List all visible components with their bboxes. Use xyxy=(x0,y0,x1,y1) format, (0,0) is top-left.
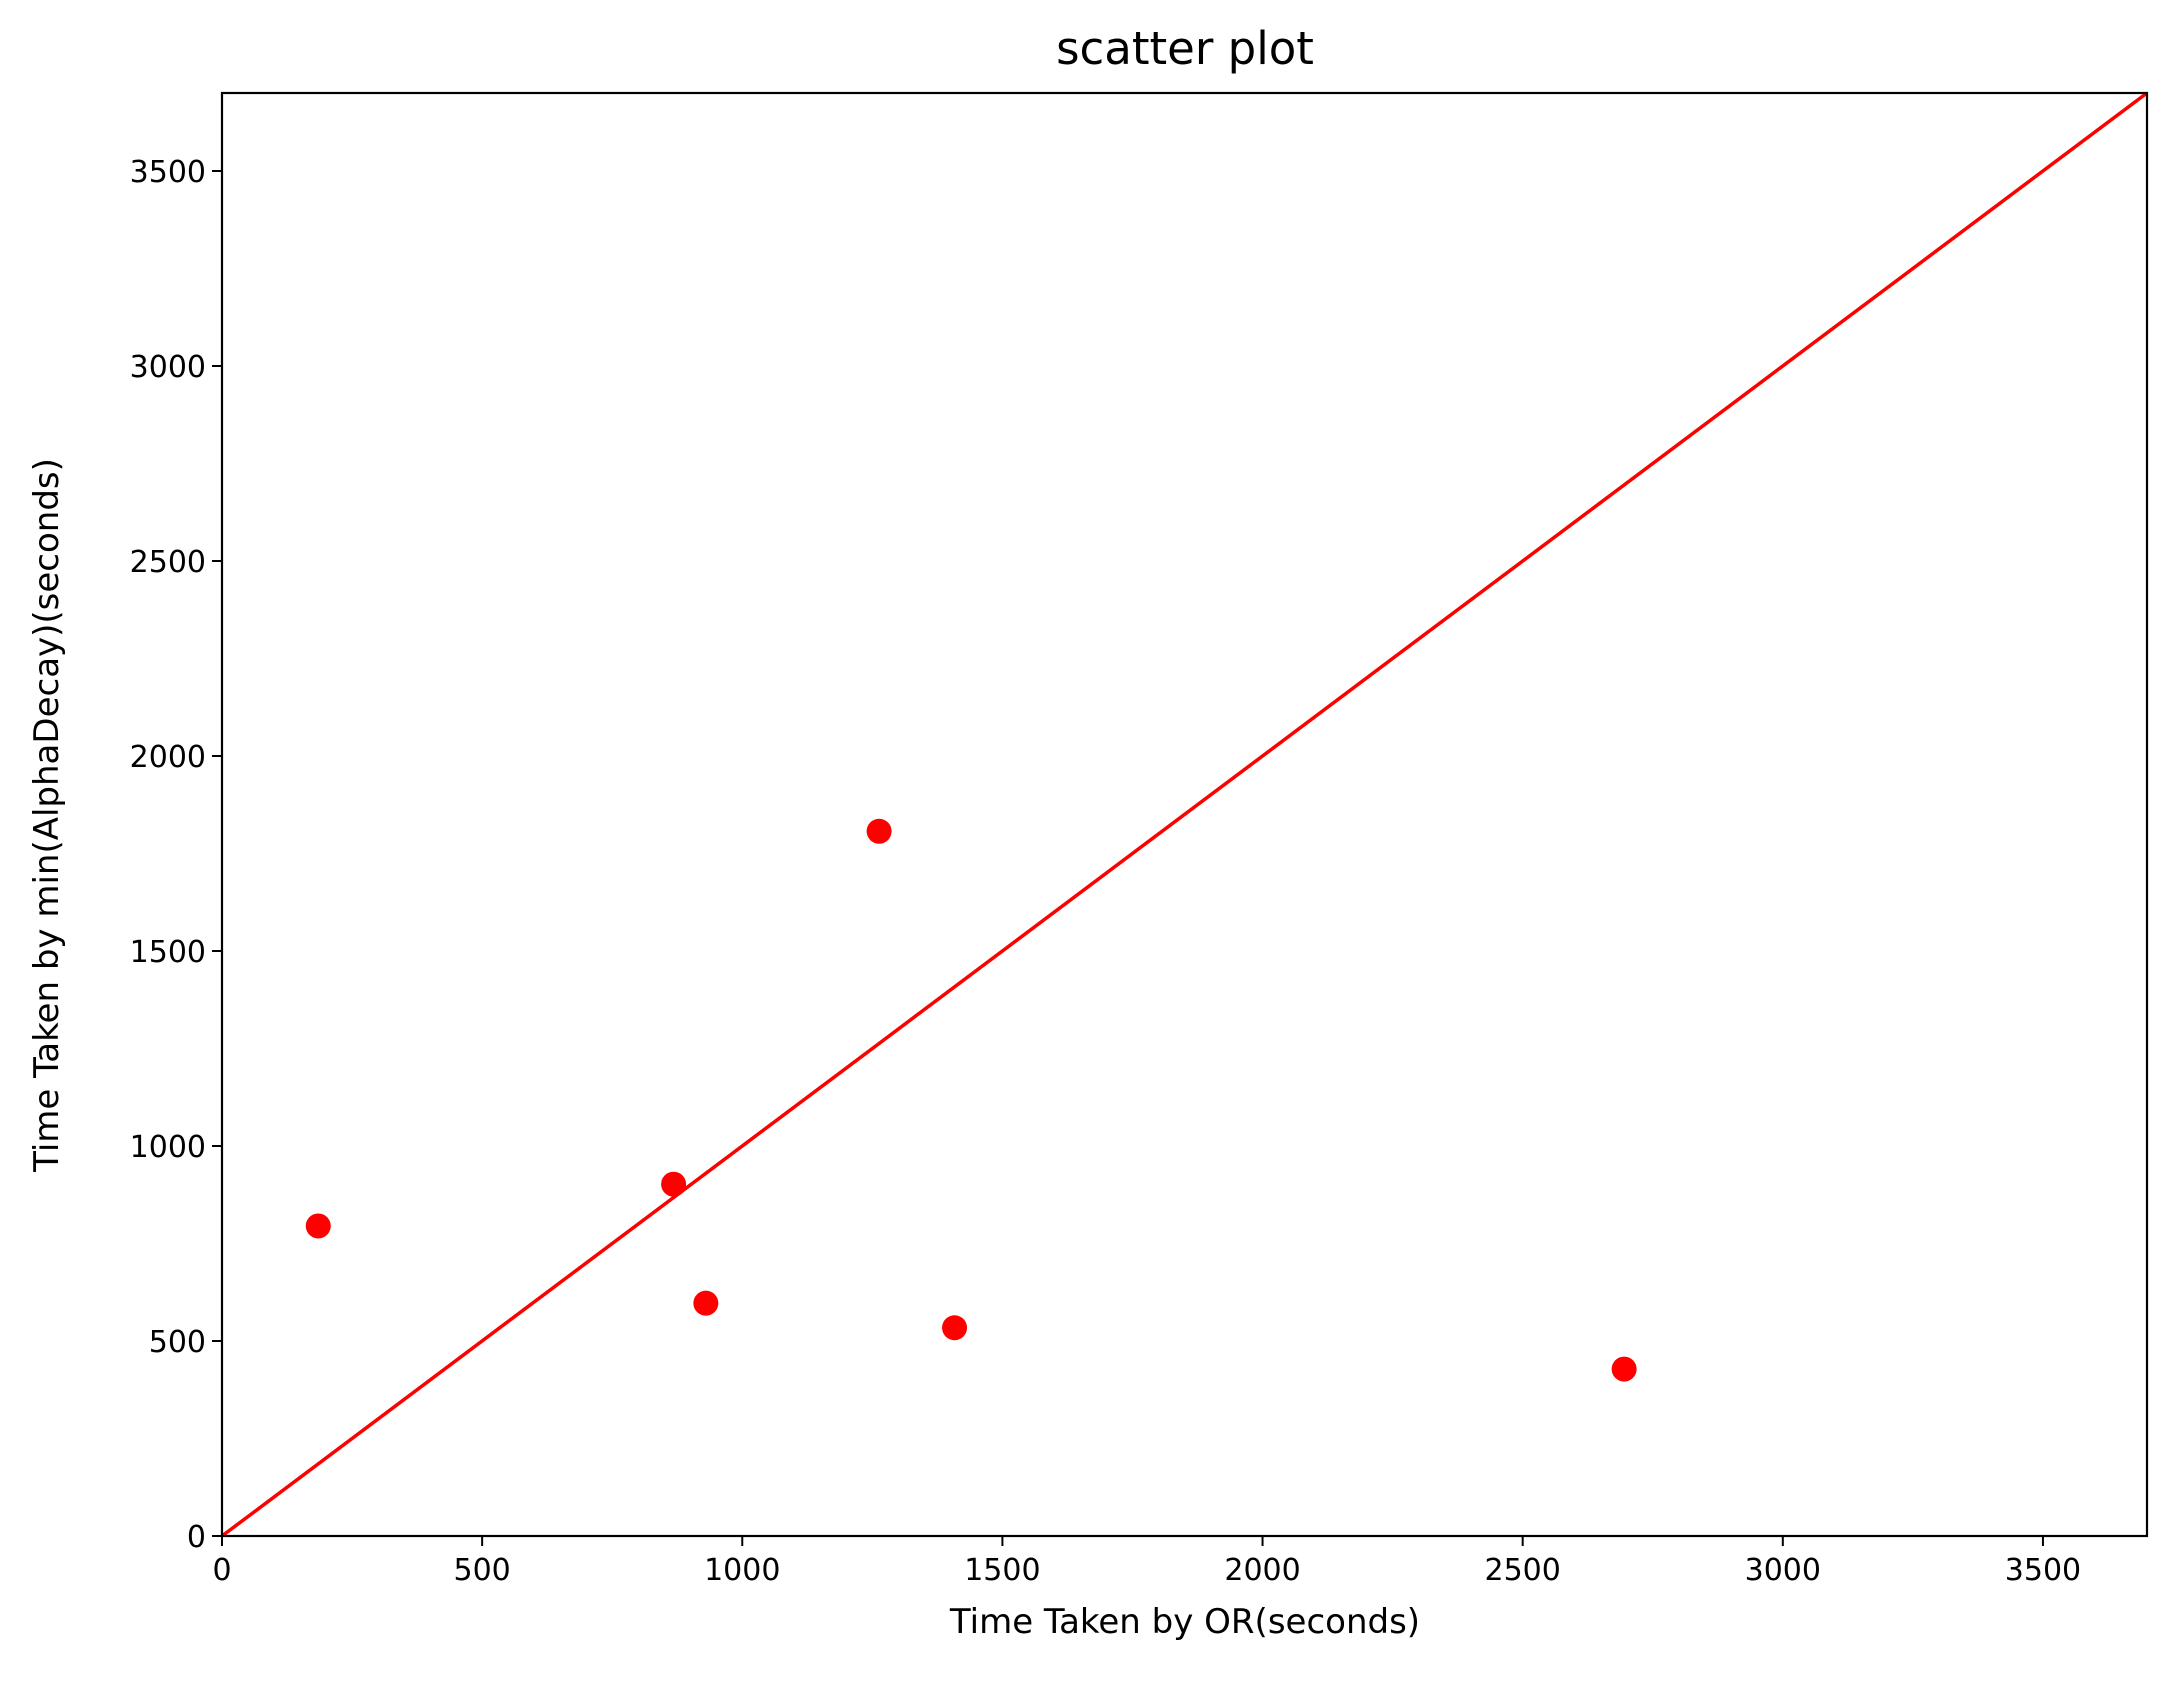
y-tick-label: 1000 xyxy=(130,1130,206,1165)
y-tick-label: 1500 xyxy=(130,935,206,970)
scatter-point-0 xyxy=(305,1213,331,1239)
chart-title: scatter plot xyxy=(1056,22,1314,75)
scatter-point-5 xyxy=(1611,1356,1637,1382)
x-tick-label: 500 xyxy=(454,1553,511,1588)
plot-frame xyxy=(220,91,2149,1538)
x-tick-label: 1500 xyxy=(964,1553,1040,1588)
scatter-point-2 xyxy=(693,1290,719,1316)
axis-ticks: 0 500 1000 1500 2000 2500 3000 3500 0 500 1000 1500… xyxy=(130,155,2081,1588)
scatter-point-1 xyxy=(661,1171,687,1197)
x-axis-label: Time Taken by OR(seconds) xyxy=(949,1602,1420,1642)
y-tick-label: 0 xyxy=(187,1520,206,1555)
y-tick-label: 2500 xyxy=(130,545,206,580)
y-tick-label: 3000 xyxy=(130,350,206,385)
reference-line-layer xyxy=(220,91,2149,1538)
y-tick-label: 2000 xyxy=(130,740,206,775)
x-tick-label: 2000 xyxy=(1224,1553,1300,1588)
y-axis-label: Time Taken by min(AlphaDecay)(seconds) xyxy=(27,458,67,1173)
y-tick-label: 3500 xyxy=(130,155,206,190)
x-tick-label: 1000 xyxy=(704,1553,780,1588)
y-tick-label: 500 xyxy=(149,1325,206,1360)
points-layer xyxy=(305,818,1637,1382)
x-tick-label: 3500 xyxy=(2005,1553,2081,1588)
scatter-point-3 xyxy=(866,818,892,844)
reference-line xyxy=(220,91,2149,1538)
scatter-point-4 xyxy=(942,1315,968,1341)
x-tick-label: 3000 xyxy=(1745,1553,1821,1588)
x-tick-label: 2500 xyxy=(1484,1553,1560,1588)
x-tick-label: 0 xyxy=(212,1553,231,1588)
